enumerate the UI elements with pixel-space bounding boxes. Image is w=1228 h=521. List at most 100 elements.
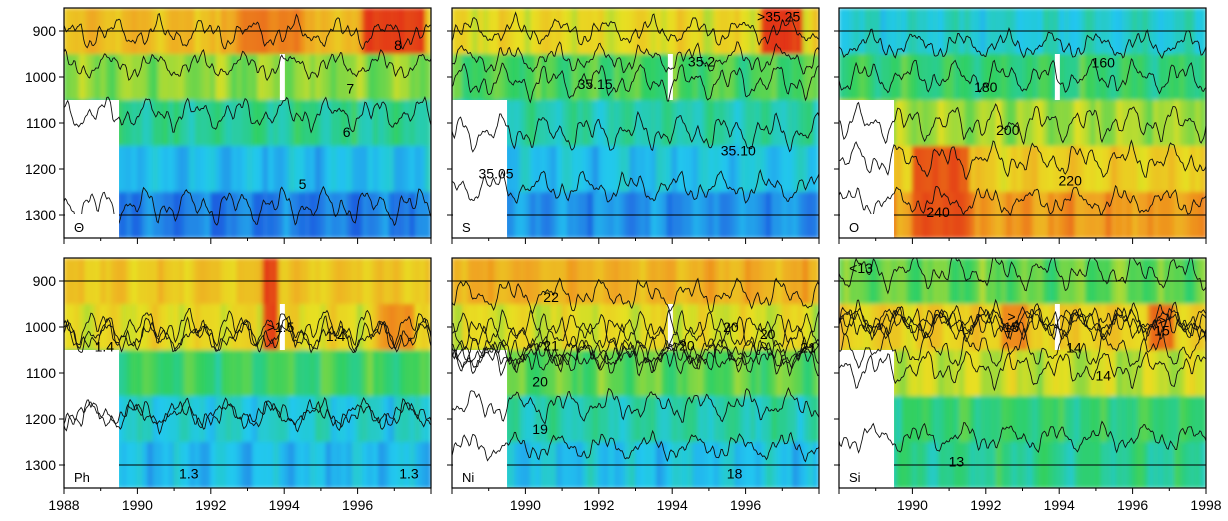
- heatmap-cell: [378, 100, 385, 147]
- heatmap-cell: [173, 146, 181, 193]
- heatmap-cell: [383, 54, 390, 101]
- heatmap-cell: [1121, 304, 1129, 351]
- heatmap-cell: [692, 350, 700, 397]
- heatmap-cell: [336, 54, 343, 101]
- heatmap-cell: [1153, 396, 1160, 443]
- contour-label: 35.05: [479, 166, 514, 182]
- heatmap-cell: [351, 396, 359, 443]
- heatmap-cell: [713, 100, 721, 147]
- heatmap-cell: [1084, 100, 1092, 147]
- heatmap-cell: [781, 396, 789, 443]
- heatmap-cell: [932, 304, 940, 351]
- heatmap-cell: [1126, 350, 1134, 397]
- heatmap-cell: [890, 100, 898, 147]
- heatmap-cell: [1079, 304, 1087, 351]
- heatmap-cell: [603, 54, 610, 101]
- heatmap-cell: [409, 304, 416, 351]
- heatmap-cell: [598, 100, 605, 147]
- heatmap-cell: [927, 54, 935, 101]
- heatmap-cell: [995, 396, 1003, 443]
- heatmap-cell: [614, 146, 621, 193]
- heatmap-cell: [247, 54, 254, 101]
- heatmap-cell: [959, 350, 966, 397]
- heatmap-cell: [1058, 54, 1066, 101]
- heatmap-cell: [194, 100, 202, 147]
- heatmap-cell: [267, 396, 275, 443]
- heatmap-cell: [1116, 146, 1123, 193]
- heatmap-cell: [220, 146, 228, 193]
- heatmap-cell: [676, 100, 684, 147]
- heatmap-cell: [372, 146, 380, 193]
- heatmap-cell: [210, 350, 217, 397]
- contour-label: 15: [1154, 323, 1170, 339]
- heatmap-cell: [336, 304, 343, 351]
- heatmap-cell: [1063, 100, 1071, 147]
- heatmap-cell: [210, 100, 217, 147]
- heatmap-cell: [974, 396, 982, 443]
- heatmap-cell: [509, 100, 516, 147]
- heatmap-cell: [357, 304, 364, 351]
- heatmap-cell: [760, 54, 768, 101]
- heatmap-cell: [142, 146, 149, 193]
- y-tick-label: 1000: [25, 69, 56, 85]
- heatmap-cell: [404, 396, 411, 443]
- heatmap-cell: [771, 396, 778, 443]
- heatmap-cell: [953, 54, 961, 101]
- heatmap-cell: [869, 54, 877, 101]
- heatmap-cell: [1058, 350, 1066, 397]
- heatmap-cell: [147, 100, 154, 147]
- heatmap-cell: [614, 304, 621, 351]
- contour-line: [64, 315, 431, 354]
- heatmap-cell: [901, 396, 908, 443]
- heatmap-cell: [938, 396, 945, 443]
- heatmap-cell: [551, 350, 558, 397]
- heatmap-cell: [503, 54, 511, 101]
- heatmap-cell: [655, 100, 663, 147]
- heatmap-cell: [708, 350, 715, 397]
- heatmap-cell: [267, 304, 275, 351]
- heatmap-cell: [126, 304, 133, 351]
- heatmap-cell: [414, 146, 422, 193]
- contour-line: [452, 309, 819, 350]
- heatmap-cell: [205, 304, 212, 351]
- heatmap-cell: [252, 54, 259, 101]
- heatmap-cell: [519, 146, 527, 193]
- heatmap-cell: [215, 100, 222, 147]
- heatmap-cell: [750, 146, 757, 193]
- contour-line: [452, 62, 819, 104]
- contour-line: [839, 307, 1206, 341]
- heatmap-cell: [131, 396, 139, 443]
- heatmap-cell: [1111, 100, 1118, 147]
- heatmap-cell: [540, 304, 548, 351]
- heatmap-cell: [425, 100, 431, 147]
- heatmap-cell: [661, 100, 668, 147]
- heatmap-cell: [1037, 54, 1045, 101]
- heatmap-cell: [1100, 100, 1108, 147]
- heatmap-cell: [797, 100, 804, 147]
- heatmap-cell: [168, 350, 175, 397]
- heatmap-cell: [1069, 304, 1076, 351]
- heatmap-cell: [635, 304, 642, 351]
- heatmap-cell: [409, 100, 416, 147]
- heatmap-cell: [969, 100, 977, 147]
- heatmap-cell: [551, 100, 558, 147]
- heatmap-cell: [766, 100, 773, 147]
- heatmap-cell: [566, 304, 574, 351]
- heatmap-cell: [477, 54, 485, 101]
- heatmap-cell: [1069, 100, 1076, 147]
- heatmap-cell: [1100, 146, 1108, 193]
- y-tick-label: 1200: [25, 161, 56, 177]
- heatmap-cell: [388, 54, 395, 101]
- heatmap-cell: [802, 350, 810, 397]
- contour-line: [839, 326, 1206, 369]
- heatmap-cell: [336, 350, 343, 397]
- heatmap-cell: [456, 304, 464, 351]
- heatmap-cell: [781, 350, 789, 397]
- heatmap-cell: [1074, 396, 1081, 443]
- heatmap-cell: [514, 396, 521, 443]
- heatmap-cell: [703, 350, 710, 397]
- heatmap-cell: [703, 304, 710, 351]
- contour-line: [839, 184, 1206, 218]
- heatmap-cell: [948, 100, 956, 147]
